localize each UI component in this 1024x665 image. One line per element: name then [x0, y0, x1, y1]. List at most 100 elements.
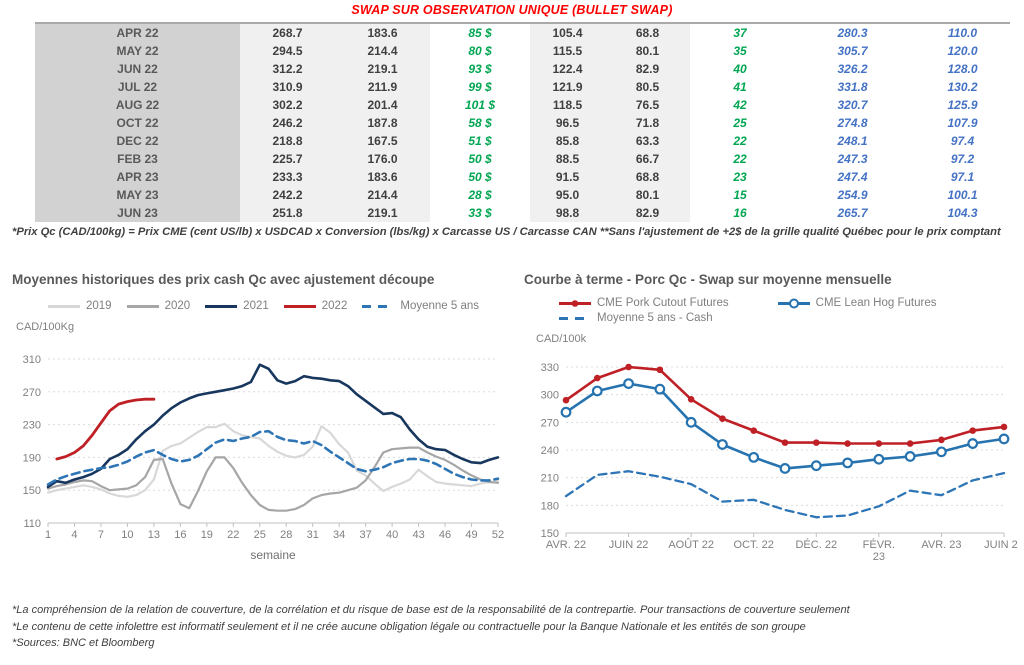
- cell-num: 233.3: [240, 168, 335, 186]
- cell-price-blue: 100.1: [947, 188, 978, 202]
- right-chart-unit-label: CAD/100k: [536, 333, 587, 345]
- cell-price-blue: 110.0: [947, 26, 978, 40]
- cell-num: 71.8: [605, 114, 690, 132]
- cell-num: 219.1: [335, 204, 430, 222]
- cell-num: 115.5: [530, 42, 605, 60]
- cell-num: 268.7: [240, 24, 335, 42]
- cell-swap: 42: [733, 98, 747, 112]
- series-moyenne-5-ans-cash: [564, 470, 1006, 519]
- cell-swap: 25: [733, 116, 747, 130]
- svg-text:31: 31: [307, 529, 319, 541]
- cell-swap-usd: 50 $: [468, 152, 492, 166]
- cell-swap: 22: [733, 152, 747, 166]
- left-chart-legend: 2019 2020 2021 2022 Moyenne 5 ans: [12, 300, 514, 312]
- svg-text:22: 22: [227, 529, 239, 541]
- cell-swap: 40: [733, 62, 747, 76]
- cell-swap-usd: 50 $: [468, 170, 492, 184]
- cell-month: DEC 22: [35, 132, 240, 150]
- cell-swap-usd: 28 $: [468, 188, 492, 202]
- svg-text:180: 180: [541, 500, 559, 512]
- cell-num: 98.8: [530, 204, 605, 222]
- cell-num: 82.9: [605, 204, 690, 222]
- cell-num: 121.9: [530, 78, 605, 96]
- cell-swap-usd: 51 $: [468, 134, 492, 148]
- cell-swap-usd: 80 $: [468, 44, 492, 58]
- cell-num: 242.2: [240, 186, 335, 204]
- cell-price-blue: 125.9: [947, 98, 978, 112]
- x-axis: AVR. 22 JUIN 22 AOÛT 22 OCT. 22 DÉC. 22 FÉVR.…: [546, 532, 1018, 563]
- cell-num: 183.6: [335, 168, 430, 186]
- cell-price-blue: 320.7: [837, 98, 868, 112]
- cell-num: 219.1: [335, 60, 430, 78]
- cell-num: 105.4: [530, 24, 605, 42]
- cell-price-blue: 248.1: [837, 134, 868, 148]
- cell-price-blue: 326.2: [837, 62, 868, 76]
- cell-swap-usd: 33 $: [468, 206, 492, 220]
- cell-price-blue: 274.8: [837, 116, 868, 130]
- svg-text:AVR. 22: AVR. 22: [546, 539, 586, 551]
- cell-num: 183.6: [335, 24, 430, 42]
- cell-month: MAY 22: [35, 42, 240, 60]
- svg-text:AVR. 23: AVR. 23: [921, 539, 961, 551]
- legend-item-2020: 2020: [126, 300, 191, 312]
- cell-month: APR 22: [35, 24, 240, 42]
- cell-num: 246.2: [240, 114, 335, 132]
- cell-num: 80.1: [605, 42, 690, 60]
- legend-label: 2022: [321, 300, 348, 312]
- cell-month: APR 23: [35, 168, 240, 186]
- cell-swap: 16: [733, 206, 747, 220]
- cell-num: 80.5: [605, 78, 690, 96]
- right-chart-legend: CME Pork Cutout Futures CME Lean Hog Futu…: [558, 297, 1022, 324]
- cell-price-blue: 97.2: [950, 152, 975, 166]
- legend-swatch: [559, 299, 591, 307]
- svg-text:150: 150: [23, 485, 41, 497]
- table-row: APR 23 233.3 183.6 50 $ 91.5 68.8 23 247.4 97.1: [35, 168, 1010, 186]
- legend-item-moyenne-5-ans-cash: Moyenne 5 ans - Cash: [558, 312, 729, 324]
- cell-num: 76.5: [605, 96, 690, 114]
- cell-num: 187.8: [335, 114, 430, 132]
- cell-price-blue: 265.7: [837, 206, 868, 220]
- svg-text:40: 40: [386, 529, 398, 541]
- svg-text:37: 37: [360, 529, 372, 541]
- legend-label: 2020: [164, 300, 191, 312]
- cell-num: 225.7: [240, 150, 335, 168]
- table-row: JUL 22 310.9 211.9 99 $ 121.9 80.5 41 331.8 130.…: [35, 78, 1010, 96]
- legend-item-2019: 2019: [47, 300, 112, 312]
- cell-swap: 41: [733, 80, 747, 94]
- legend-swatch: [205, 304, 238, 308]
- cell-swap-usd: 93 $: [468, 62, 492, 76]
- cell-num: 214.4: [335, 42, 430, 60]
- forward-curve-panel: Courbe à terme - Porc Qc - Swap sur moye…: [524, 272, 1022, 577]
- cell-swap: 37: [733, 26, 747, 40]
- svg-text:190: 190: [23, 452, 41, 464]
- table-row: MAY 23 242.2 214.4 28 $ 95.0 80.1 15 254.9 100.1: [35, 186, 1010, 204]
- svg-text:19: 19: [201, 529, 213, 541]
- table-row: FEB 23 225.7 176.0 50 $ 88.5 66.7 22 247.3 97.2: [35, 150, 1010, 168]
- series-moyenne-5-ans: [46, 429, 500, 486]
- legend-swatch: [559, 316, 591, 320]
- cell-num: 68.8: [605, 24, 690, 42]
- cell-num: 82.9: [605, 60, 690, 78]
- cell-month: OCT 22: [35, 114, 240, 132]
- legend-label: Moyenne 5 ans - Cash: [597, 312, 713, 324]
- svg-text:1: 1: [45, 529, 51, 541]
- svg-text:JUIN 23: JUIN 23: [984, 539, 1018, 551]
- cell-price-blue: 254.9: [837, 188, 868, 202]
- legend-item-moyenne-5-ans: Moyenne 5 ans: [361, 300, 479, 312]
- svg-text:OCT. 22: OCT. 22: [734, 539, 774, 551]
- series-2019: [46, 422, 500, 498]
- cell-swap-usd: 101 $: [464, 98, 496, 112]
- cell-price-blue: 97.1: [950, 170, 975, 184]
- cell-month: JUN 22: [35, 60, 240, 78]
- cell-price-blue: 247.4: [837, 170, 868, 184]
- series-2022: [55, 397, 156, 461]
- cell-price-blue: 107.9: [947, 116, 978, 130]
- page-title: SWAP SUR OBSERVATION UNIQUE (BULLET SWAP…: [351, 3, 673, 17]
- legend-item-2022: 2022: [283, 300, 348, 312]
- cell-swap: 22: [733, 134, 747, 148]
- svg-text:300: 300: [541, 390, 559, 402]
- svg-text:JUIN 22: JUIN 22: [609, 539, 649, 551]
- cell-num: 80.1: [605, 186, 690, 204]
- table-row: JUN 23 251.8 219.1 33 $ 98.8 82.9 16 265.7 104.3: [35, 204, 1010, 222]
- cell-price-blue: 280.3: [837, 26, 868, 40]
